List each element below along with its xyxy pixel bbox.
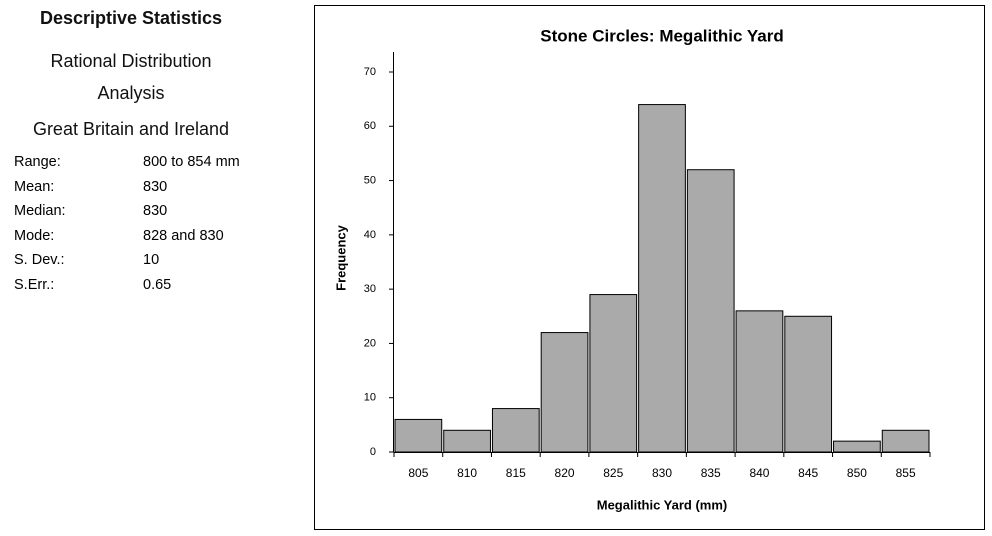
y-tick-label: 70	[364, 66, 376, 78]
bar	[394, 418, 443, 453]
chart-title: Stone Circles: Megalithic Yard	[540, 26, 783, 45]
stat-label: Mode:	[14, 227, 55, 244]
stat-value: 830	[143, 178, 168, 195]
stat-value: 800 to 854 mm	[143, 154, 240, 170]
stats-region: Great Britain and Ireland	[32, 119, 230, 139]
y-tick-label: 10	[364, 392, 376, 404]
stat-label: Mean:	[14, 178, 55, 195]
bar	[443, 429, 491, 453]
stats-panel: Descriptive Statistics Rational Distribu…	[0, 8, 262, 301]
x-tick-label: 810	[457, 466, 477, 480]
stats-table: Range: 800 to 854 mm Mean: 830 Median: 830 Mod…	[0, 154, 262, 301]
y-tick-label: 0	[370, 446, 376, 458]
x-tick-label: 815	[506, 466, 526, 480]
stat-value: 830	[143, 203, 168, 219]
stat-value: 10	[143, 252, 160, 268]
x-tick-label: 855	[896, 466, 916, 480]
y-tick-label: 60	[364, 120, 376, 132]
stats-row: Mean: 830	[0, 179, 262, 204]
stats-row: Range: 800 to 854 mm	[0, 154, 262, 179]
bar	[735, 310, 784, 453]
x-tick-label: 825	[603, 466, 623, 480]
stat-value: 0.65	[143, 276, 172, 293]
stats-title: Descriptive Statistics	[39, 8, 223, 28]
bar	[833, 440, 881, 453]
bar	[491, 408, 540, 453]
stat-label: Range:	[14, 154, 61, 170]
bar	[638, 104, 686, 453]
x-axis-label: Megalithic Yard (mm)	[597, 497, 728, 512]
bar	[881, 429, 930, 453]
stat-label: S. Dev.:	[14, 252, 65, 268]
y-axis-label: Frequency	[333, 224, 348, 291]
x-tick-label: 845	[798, 466, 818, 480]
stats-row: Mode: 828 and 830	[0, 228, 262, 253]
stats-subtitle: Rational Distribution Analysis	[50, 51, 212, 103]
bar	[589, 294, 638, 453]
stats-row: S.Err.: 0.65	[0, 277, 262, 302]
y-tick-label: 20	[364, 337, 376, 349]
y-tick-label: 50	[364, 174, 376, 186]
stat-label: Median:	[14, 203, 66, 219]
chart-frame	[314, 5, 985, 530]
stats-row: Median: 830	[0, 203, 262, 228]
y-tick-label: 30	[364, 283, 376, 295]
stat-label: S.Err.:	[14, 276, 55, 293]
x-tick-label: 820	[555, 466, 575, 480]
bar	[784, 315, 833, 453]
x-tick-label: 830	[652, 466, 672, 480]
x-tick-label: 850	[847, 466, 867, 480]
bar	[540, 332, 589, 453]
x-tick-label: 840	[749, 466, 769, 480]
x-tick-label: 835	[701, 466, 721, 480]
stat-value: 828 and 830	[143, 227, 224, 244]
x-tick-label: 805	[408, 466, 428, 480]
bar	[686, 169, 735, 453]
stats-row: S. Dev.: 10	[0, 252, 262, 277]
y-tick-label: 40	[364, 229, 376, 241]
